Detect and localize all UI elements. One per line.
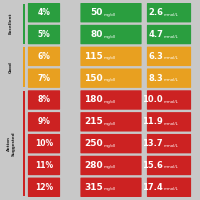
Bar bbox=[23, 4, 25, 44]
Text: mmol/L: mmol/L bbox=[164, 78, 179, 82]
Text: 9%: 9% bbox=[38, 117, 50, 126]
Bar bbox=[23, 91, 25, 196]
Text: mg/dl: mg/dl bbox=[104, 165, 116, 169]
FancyBboxPatch shape bbox=[28, 134, 60, 153]
Bar bbox=[23, 47, 25, 87]
FancyBboxPatch shape bbox=[28, 156, 60, 175]
Text: 11.9: 11.9 bbox=[142, 117, 163, 126]
FancyBboxPatch shape bbox=[80, 68, 142, 88]
Text: mmol/L: mmol/L bbox=[164, 122, 179, 126]
Text: 150: 150 bbox=[84, 74, 103, 83]
FancyBboxPatch shape bbox=[28, 47, 60, 66]
Text: mmol/L: mmol/L bbox=[164, 13, 179, 17]
FancyBboxPatch shape bbox=[80, 178, 142, 197]
FancyBboxPatch shape bbox=[28, 90, 60, 110]
Text: mg/dl: mg/dl bbox=[104, 56, 116, 60]
FancyBboxPatch shape bbox=[28, 3, 60, 22]
Text: 180: 180 bbox=[84, 96, 103, 104]
Text: mmol/L: mmol/L bbox=[164, 187, 179, 191]
Text: 250: 250 bbox=[84, 139, 103, 148]
FancyBboxPatch shape bbox=[80, 3, 142, 22]
FancyBboxPatch shape bbox=[80, 112, 142, 132]
FancyBboxPatch shape bbox=[147, 47, 191, 66]
Text: 115: 115 bbox=[84, 52, 103, 61]
Text: mg/dl: mg/dl bbox=[104, 187, 116, 191]
Text: Good: Good bbox=[9, 61, 13, 73]
FancyBboxPatch shape bbox=[147, 68, 191, 88]
FancyBboxPatch shape bbox=[80, 90, 142, 110]
Text: Action
Suggested: Action Suggested bbox=[7, 131, 15, 156]
FancyBboxPatch shape bbox=[28, 112, 60, 132]
Text: 6.3: 6.3 bbox=[148, 52, 163, 61]
FancyBboxPatch shape bbox=[147, 178, 191, 197]
Text: 80: 80 bbox=[91, 30, 103, 39]
Text: 12%: 12% bbox=[35, 183, 53, 192]
Text: Excellent: Excellent bbox=[9, 13, 13, 34]
Text: 13.7: 13.7 bbox=[142, 139, 163, 148]
Text: mg/dl: mg/dl bbox=[104, 144, 116, 148]
Text: 8%: 8% bbox=[38, 96, 50, 104]
Text: 11%: 11% bbox=[35, 161, 53, 170]
Text: mg/dl: mg/dl bbox=[104, 122, 116, 126]
Text: 4%: 4% bbox=[38, 8, 50, 17]
Text: mmol/L: mmol/L bbox=[164, 100, 179, 104]
Text: 17.4: 17.4 bbox=[142, 183, 163, 192]
Text: 4.7: 4.7 bbox=[148, 30, 163, 39]
Text: 8.3: 8.3 bbox=[148, 74, 163, 83]
Text: 2.6: 2.6 bbox=[148, 8, 163, 17]
Text: 7%: 7% bbox=[38, 74, 50, 83]
Text: 6%: 6% bbox=[38, 52, 50, 61]
FancyBboxPatch shape bbox=[28, 178, 60, 197]
FancyBboxPatch shape bbox=[147, 112, 191, 132]
FancyBboxPatch shape bbox=[80, 134, 142, 153]
Text: 315: 315 bbox=[84, 183, 103, 192]
Text: 215: 215 bbox=[84, 117, 103, 126]
Text: 50: 50 bbox=[91, 8, 103, 17]
Text: mg/dl: mg/dl bbox=[104, 78, 116, 82]
Text: mmol/L: mmol/L bbox=[164, 56, 179, 60]
Text: mmol/L: mmol/L bbox=[164, 35, 179, 39]
Text: 5%: 5% bbox=[38, 30, 50, 39]
FancyBboxPatch shape bbox=[147, 25, 191, 44]
FancyBboxPatch shape bbox=[147, 3, 191, 22]
Text: 10.0: 10.0 bbox=[142, 96, 163, 104]
Text: 10%: 10% bbox=[35, 139, 53, 148]
Text: mmol/L: mmol/L bbox=[164, 144, 179, 148]
FancyBboxPatch shape bbox=[28, 25, 60, 44]
FancyBboxPatch shape bbox=[147, 134, 191, 153]
FancyBboxPatch shape bbox=[80, 47, 142, 66]
Text: 15.6: 15.6 bbox=[142, 161, 163, 170]
Text: mg/dl: mg/dl bbox=[104, 13, 116, 17]
FancyBboxPatch shape bbox=[80, 25, 142, 44]
FancyBboxPatch shape bbox=[80, 156, 142, 175]
Text: 280: 280 bbox=[84, 161, 103, 170]
Text: mg/dl: mg/dl bbox=[104, 100, 116, 104]
Text: mmol/L: mmol/L bbox=[164, 165, 179, 169]
Text: mg/dl: mg/dl bbox=[104, 35, 116, 39]
FancyBboxPatch shape bbox=[147, 90, 191, 110]
FancyBboxPatch shape bbox=[28, 68, 60, 88]
FancyBboxPatch shape bbox=[147, 156, 191, 175]
